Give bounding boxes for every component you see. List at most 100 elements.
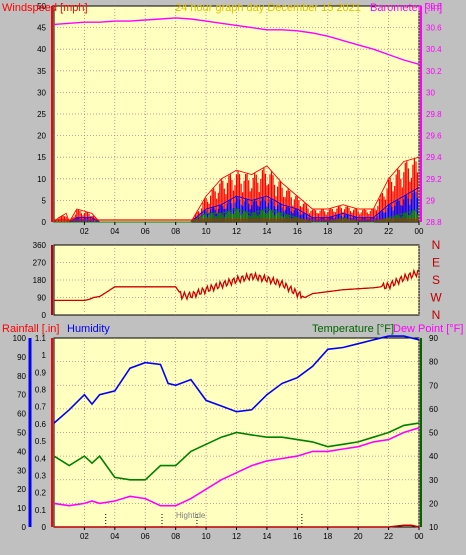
x-tick-label: 14 <box>262 532 271 541</box>
temperature-axis-title: Temperature [°F] <box>312 323 394 335</box>
barometer-tick-label: 30.6 <box>426 24 442 33</box>
x-tick-label: 14 <box>262 227 271 236</box>
barometer-tick-label: 30 <box>426 88 435 97</box>
windspeed-tick-label: 50 <box>37 2 46 11</box>
rain-tick-label: 0.5 <box>35 437 47 446</box>
barometer-tick-label: 30.2 <box>426 67 442 76</box>
hightide-annotation: Hightide <box>176 511 206 520</box>
wind-gust-line <box>53 156 420 224</box>
windspeed-tick-label: 25 <box>37 110 46 119</box>
humidity-tick-label: 30 <box>17 466 26 475</box>
windspeed-tick-label: 10 <box>37 175 46 184</box>
rain-tick-label: 0.2 <box>35 489 47 498</box>
x-tick-label: 16 <box>293 532 302 541</box>
compass-label-w: W <box>430 291 442 305</box>
temperature-tick-label: 50 <box>429 429 438 438</box>
barometer-tick-label: 30.4 <box>426 45 442 54</box>
humidity-tick-label: 20 <box>17 485 26 494</box>
rain-tick-label: 0.1 <box>35 506 47 515</box>
x-tick-label: 04 <box>110 227 119 236</box>
x-tick-label: 00 <box>415 227 424 236</box>
barometer-tick-label: 29.2 <box>426 175 442 184</box>
x-tick-label: 22 <box>384 227 393 236</box>
rain-tick-label: 0.4 <box>35 454 47 463</box>
barometer-tick-label: 29.8 <box>426 110 442 119</box>
humidity-line <box>53 335 420 424</box>
wind-speed-line <box>54 187 420 223</box>
humidity-axis-title: Humidity <box>67 323 110 335</box>
windspeed-tick-label: 45 <box>37 24 46 33</box>
rain-tick-label: 0.6 <box>35 420 47 429</box>
compass-label-e: E <box>432 256 440 270</box>
x-tick-label: 22 <box>384 532 393 541</box>
chart-title: 24 hour graph day December 15 2021 <box>175 2 361 14</box>
compass-label-n: N <box>432 308 441 322</box>
x-tick-label: 20 <box>354 227 363 236</box>
temperature-tick-label: 90 <box>429 334 438 343</box>
direction-tick-label: 270 <box>33 259 47 268</box>
rain-tick-label: 0.7 <box>35 403 47 412</box>
rain-tick-label: 0.3 <box>35 471 47 480</box>
humidity-tick-label: 70 <box>17 391 26 400</box>
temperature-tick-label: 40 <box>429 452 438 461</box>
x-tick-label: 00 <box>415 532 424 541</box>
x-tick-label: 10 <box>202 227 211 236</box>
windspeed-tick-label: 30 <box>37 88 46 97</box>
dew-point-f-line <box>53 427 420 507</box>
humidity-tick-label: 40 <box>17 447 26 456</box>
x-tick-label: 04 <box>110 532 119 541</box>
humidity-tick-label: 10 <box>17 504 26 513</box>
rain-tick-label: 1.1 <box>35 334 47 343</box>
humidity-tick-label: 60 <box>17 410 26 419</box>
barometer-tick-label: 29 <box>426 196 435 205</box>
temperature-tick-label: 30 <box>429 476 438 485</box>
x-tick-label: 12 <box>232 227 241 236</box>
humidity-tick-label: 80 <box>17 372 26 381</box>
x-tick-label: 02 <box>80 532 89 541</box>
direction-tick-label: 90 <box>37 294 46 303</box>
x-tick-label: 12 <box>232 532 241 541</box>
wind-direction-line <box>54 268 420 302</box>
x-tick-label: 02 <box>80 227 89 236</box>
temperature-tick-label: 70 <box>429 381 438 390</box>
x-tick-label: 10 <box>202 532 211 541</box>
rain-tick-label: 0.9 <box>35 368 47 377</box>
wind-average-line <box>54 208 420 223</box>
direction-tick-label: 0 <box>42 311 47 320</box>
windspeed-axis-title: Windspeed [mph] <box>2 2 88 14</box>
compass-label-n: N <box>432 238 441 252</box>
barometer-tick-label: 28.8 <box>426 218 442 227</box>
humidity-tick-label: 0 <box>22 523 27 532</box>
temperature-tick-label: 20 <box>429 499 438 508</box>
temperature-tick-label: 10 <box>429 523 438 532</box>
x-tick-label: 16 <box>293 227 302 236</box>
temperature-tick-label: 80 <box>429 358 438 367</box>
windspeed-tick-label: 0 <box>42 218 47 227</box>
windspeed-tick-label: 35 <box>37 67 46 76</box>
x-tick-label: 18 <box>323 227 332 236</box>
dewpoint-axis-title: Dew Point [°F] <box>393 323 463 335</box>
humidity-tick-label: 90 <box>17 353 26 362</box>
direction-tick-label: 360 <box>33 241 47 250</box>
barometer-tick-label: 29.6 <box>426 132 442 141</box>
barometer-axis-title: Barometer [.in] <box>370 2 442 14</box>
temperature-tick-label: 60 <box>429 405 438 414</box>
temperature-f-line <box>53 422 420 481</box>
humidity-tick-label: 50 <box>17 429 26 438</box>
rain-tick-label: 0 <box>42 523 47 532</box>
compass-label-s: S <box>432 273 440 287</box>
humidity-tick-label: 100 <box>13 334 27 343</box>
rainfall-axis-title: Rainfall [.in] <box>2 323 59 335</box>
x-tick-label: 06 <box>141 532 150 541</box>
windspeed-tick-label: 15 <box>37 153 46 162</box>
x-tick-label: 18 <box>323 532 332 541</box>
rain-tick-label: 1 <box>42 351 47 360</box>
rainfall-in-line <box>54 524 420 528</box>
x-tick-label: 20 <box>354 532 363 541</box>
barometer-in-line <box>53 17 420 65</box>
barometer-tick-label: 30.8 <box>426 2 442 11</box>
barometer-tick-label: 29.4 <box>426 153 442 162</box>
direction-tick-label: 180 <box>33 276 47 285</box>
